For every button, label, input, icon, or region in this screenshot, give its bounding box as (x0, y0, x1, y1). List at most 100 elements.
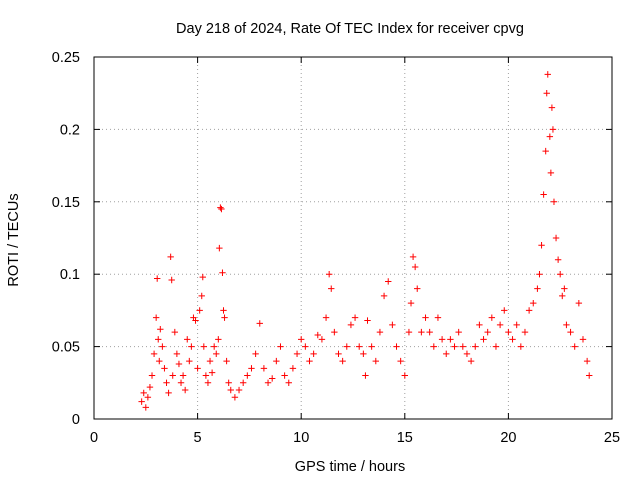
data-point (544, 71, 551, 78)
data-point (163, 379, 170, 386)
data-point (351, 314, 359, 321)
data-point (277, 343, 284, 350)
data-point (181, 386, 189, 394)
data-point (397, 357, 404, 365)
data-point (198, 292, 205, 300)
data-point (268, 375, 276, 382)
data-point (501, 307, 508, 314)
data-point (488, 314, 496, 321)
data-point (451, 343, 458, 350)
data-point (434, 314, 442, 321)
data-point (385, 278, 392, 285)
data-point (196, 307, 203, 314)
data-point (239, 379, 247, 386)
data-point (223, 357, 230, 365)
data-point (422, 314, 429, 321)
data-point (579, 336, 587, 343)
data-point (347, 321, 355, 329)
data-point (219, 269, 226, 276)
data-point (438, 336, 446, 343)
data-point (538, 242, 545, 249)
data-point (401, 372, 408, 379)
data-point (167, 253, 174, 261)
data-point (175, 360, 183, 368)
data-point (343, 343, 350, 350)
data-point (302, 343, 309, 350)
data-point (186, 357, 193, 365)
data-point (521, 328, 529, 336)
data-point (552, 234, 560, 242)
data-point (188, 343, 195, 350)
data-point (443, 350, 450, 358)
data-point (362, 372, 369, 379)
data-point (231, 394, 239, 401)
x-tick-label: 25 (604, 430, 620, 446)
data-point (217, 204, 224, 211)
data-point (557, 271, 564, 278)
data-point (372, 357, 379, 365)
data-point (447, 336, 454, 343)
data-point (393, 343, 400, 350)
y-tick-label: 0.05 (52, 340, 80, 356)
y-tick-label: 0.2 (60, 122, 80, 138)
data-point (314, 331, 321, 339)
data-points (138, 71, 593, 411)
data-point (325, 271, 333, 278)
data-point (289, 365, 297, 372)
data-point (244, 372, 251, 379)
data-point (220, 307, 227, 314)
x-tick-label: 20 (500, 430, 516, 446)
data-point (273, 357, 280, 365)
data-point (227, 386, 234, 394)
data-point (561, 285, 568, 292)
data-point (335, 350, 342, 358)
data-point (152, 314, 160, 321)
data-point (179, 372, 187, 379)
data-point (583, 357, 591, 365)
data-point (467, 357, 475, 365)
data-point (208, 369, 216, 376)
data-point (368, 343, 375, 350)
data-point (331, 328, 338, 336)
y-tick-label: 0.15 (52, 195, 80, 211)
data-point (210, 343, 218, 350)
data-point (496, 321, 504, 329)
data-point (165, 389, 172, 397)
data-point (567, 328, 574, 336)
data-point (215, 336, 222, 343)
data-point (194, 365, 201, 372)
data-point (575, 299, 583, 307)
data-point (216, 244, 223, 252)
data-point (264, 379, 272, 386)
data-point (256, 320, 263, 327)
data-point (171, 328, 179, 336)
data-point (213, 350, 220, 358)
data-point (204, 379, 212, 386)
data-point (298, 336, 305, 343)
data-point (548, 104, 556, 111)
data-point (322, 314, 330, 321)
data-point (202, 372, 210, 379)
grid (94, 57, 612, 419)
data-point (513, 321, 520, 329)
data-point (221, 314, 228, 321)
data-point (517, 343, 525, 350)
data-point (153, 275, 161, 282)
data-point (463, 350, 471, 358)
data-point (200, 343, 208, 350)
data-point (426, 328, 433, 336)
y-tick-label: 0.25 (52, 50, 80, 66)
data-point (235, 386, 243, 394)
data-point (405, 328, 413, 336)
data-point (248, 365, 255, 372)
data-point (177, 379, 185, 386)
data-point (559, 292, 566, 300)
x-tick-label: 5 (194, 430, 202, 446)
data-point (409, 253, 417, 261)
x-axis-label: GPS time / hours (295, 459, 405, 475)
plot-frame (93, 56, 613, 420)
data-point (455, 328, 462, 336)
data-point (206, 357, 214, 365)
data-point (260, 365, 268, 372)
